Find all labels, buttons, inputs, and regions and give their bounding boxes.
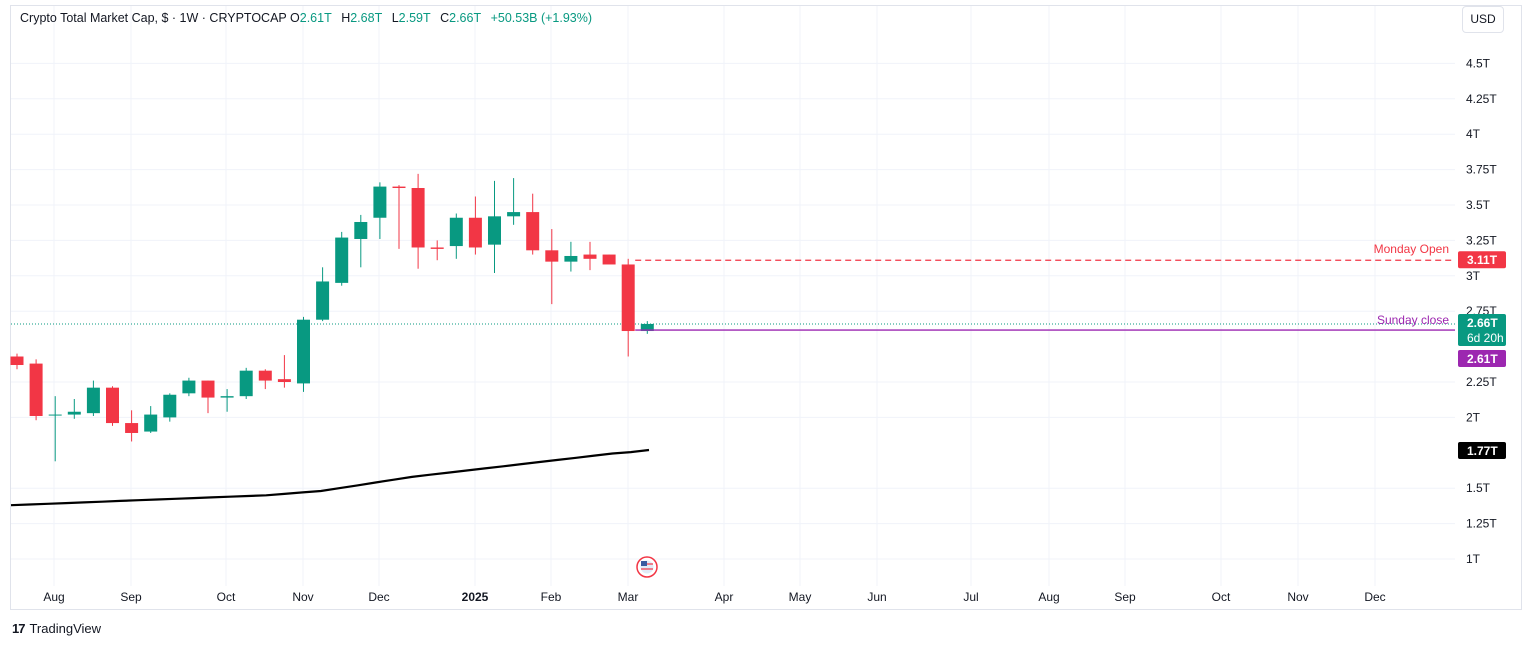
x-tick-label: Mar [618, 590, 639, 604]
us-flag-event-icon-canton [641, 561, 647, 566]
x-tick-label: Jul [963, 590, 978, 604]
x-tick-label: May [789, 590, 812, 604]
candle-body [621, 264, 635, 332]
y-tick-label: 1.25T [1466, 517, 1497, 531]
candle-body [258, 370, 272, 381]
x-tick-label: Dec [1364, 590, 1385, 604]
open-value: 2.61T [299, 11, 332, 25]
candle-body [411, 188, 425, 248]
close-label: C [440, 11, 450, 25]
candle-body [316, 281, 330, 320]
close-value: 2.66T [449, 11, 482, 25]
y-tick-label: 3T [1466, 269, 1481, 283]
x-tick-label: Aug [43, 590, 64, 604]
monday-open-badge-text: 3.11T [1467, 253, 1498, 267]
candle-body [239, 370, 253, 397]
x-tick-label: Sep [1114, 590, 1136, 604]
candle-body [163, 394, 177, 418]
y-tick-label: 4T [1466, 127, 1481, 141]
candle-body [526, 212, 540, 251]
chart-frame[interactable] [10, 5, 1522, 610]
x-tick-label: Nov [292, 590, 313, 604]
low-label: L [391, 11, 399, 25]
currency-button[interactable]: USD [1462, 6, 1504, 33]
candle-body [640, 323, 654, 332]
y-tick-label: 2.25T [1466, 375, 1497, 389]
legend: Crypto Total Market Cap, $ · 1W · CRYPTO… [20, 11, 598, 25]
candle-body [583, 254, 597, 259]
y-tick-label: 3.25T [1466, 233, 1497, 247]
candle-body [545, 250, 559, 262]
sunday-close-label: Sunday close [1377, 313, 1449, 327]
candle-body [392, 186, 406, 189]
candle-body [430, 247, 444, 249]
y-tick-label: 2T [1466, 410, 1481, 424]
brand-name: TradingView [29, 621, 102, 636]
candle-body [48, 414, 62, 416]
y-tick-label: 3.75T [1466, 163, 1497, 177]
candle-body [125, 423, 139, 433]
candle-body [277, 379, 291, 382]
candle-body [86, 387, 100, 414]
candle-body [488, 216, 501, 245]
symbol-title[interactable]: Crypto Total Market Cap, $ · 1W · CRYPTO… [20, 11, 287, 25]
candle-body [335, 237, 349, 283]
footer-brand[interactable]: 17 TradingView [12, 621, 101, 636]
y-tick-label: 4.5T [1466, 56, 1491, 70]
candle-body [373, 186, 387, 218]
high-value: 2.68T [350, 11, 383, 25]
last-price-badge-text: 6d 20h [1467, 331, 1504, 345]
last-price-badge-text: 2.66T [1467, 316, 1498, 330]
ma-value-badge [1458, 441, 1506, 459]
candle-body [468, 217, 482, 248]
y-tick-label: 1.5T [1466, 481, 1491, 495]
x-tick-label: Jun [867, 590, 886, 604]
candle-body [67, 411, 81, 415]
sunday-close-badge-text: 2.61T [1467, 352, 1498, 366]
sunday-close-badge [1458, 350, 1506, 368]
monday-open-label: Monday Open [1374, 242, 1449, 256]
x-tick-label: Feb [541, 590, 562, 604]
x-tick-label: Aug [1038, 590, 1059, 604]
ma-value-badge-text: 1.77T [1467, 444, 1498, 458]
change-value: +50.53B (+1.93%) [490, 11, 593, 25]
candle-body [297, 319, 310, 384]
moving-average-line [10, 448, 650, 507]
y-tick-label: 3.5T [1466, 198, 1491, 212]
x-tick-label: Nov [1287, 590, 1308, 604]
candle-body [354, 221, 368, 239]
candle-body [182, 380, 196, 394]
candle-body [10, 356, 24, 366]
tradingview-logo-icon: 17 [12, 621, 26, 636]
open-label: O [290, 11, 300, 25]
x-tick-label: Apr [715, 590, 734, 604]
x-tick-label: Oct [217, 590, 236, 604]
high-label: H [341, 11, 351, 25]
low-value: 2.59T [398, 11, 431, 25]
candle-body [602, 254, 616, 265]
x-tick-label: Dec [368, 590, 389, 604]
y-tick-label: 4.25T [1466, 92, 1497, 106]
last-price-badge [1458, 313, 1506, 346]
candle-body [220, 396, 234, 398]
candle-body [564, 255, 578, 262]
x-tick-label: Oct [1212, 590, 1231, 604]
candle-body [449, 217, 463, 247]
monday-open-badge [1458, 251, 1506, 269]
candle-body [144, 414, 158, 432]
y-tick-label: 1T [1466, 552, 1481, 566]
x-tick-label: 2025 [462, 590, 489, 604]
candle-body [29, 363, 43, 416]
candle-body [106, 387, 119, 424]
candle-body [507, 212, 521, 217]
x-tick-label: Sep [120, 590, 142, 604]
candle-body [201, 380, 215, 398]
